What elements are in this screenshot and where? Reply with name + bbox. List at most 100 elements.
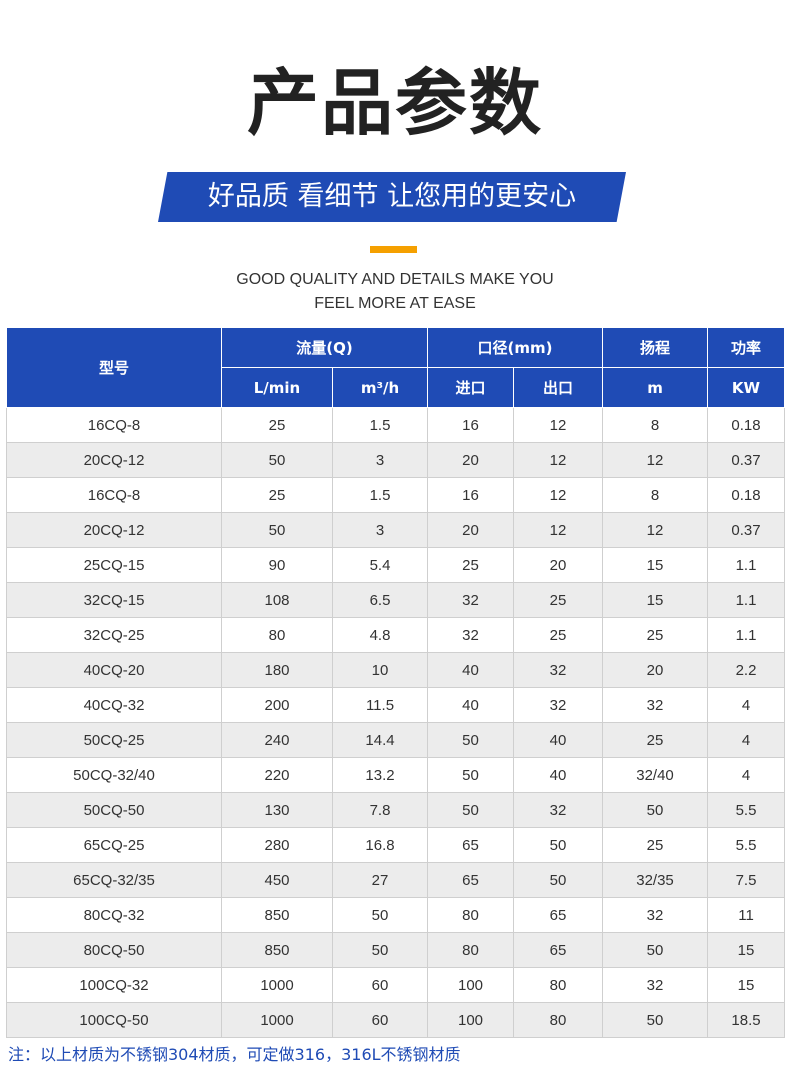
cell-head: 8 xyxy=(602,407,709,443)
cell-model: 40CQ-20 xyxy=(6,652,222,688)
cell-flow-m3h: 3 xyxy=(332,512,428,548)
table-row: 50CQ-50 130 7.8 50 32 50 5.5 xyxy=(6,792,786,828)
cell-outlet: 65 xyxy=(512,932,604,968)
cell-flow-m3h: 50 xyxy=(332,897,428,933)
header-flow-lmin: L/min xyxy=(221,367,333,408)
cell-head: 15 xyxy=(602,547,709,583)
cell-flow-m3h: 5.4 xyxy=(332,547,428,583)
cell-model: 100CQ-32 xyxy=(6,967,222,1003)
header-head-unit: m xyxy=(602,367,709,408)
cell-outlet: 50 xyxy=(512,827,604,863)
cell-outlet: 65 xyxy=(512,897,604,933)
cell-head: 32 xyxy=(602,967,709,1003)
cell-inlet: 80 xyxy=(427,897,514,933)
header-model: 型号 xyxy=(6,327,222,408)
cell-flow-lmin: 25 xyxy=(221,407,333,443)
cell-flow-lmin: 80 xyxy=(221,617,333,653)
product-parameters-table: 型号 流量(Q) 口径(mm) 扬程 功率 L/min m³/h 进口 出口 m… xyxy=(6,327,786,1038)
banner-background xyxy=(158,172,626,222)
cell-head: 32/35 xyxy=(602,862,709,898)
table-row: 50CQ-25 240 14.4 50 40 25 4 xyxy=(6,722,786,758)
subtitle-line-2: FEEL MORE AT EASE xyxy=(314,295,476,312)
cell-power: 4 xyxy=(707,687,786,723)
cell-flow-m3h: 50 xyxy=(332,932,428,968)
cell-inlet: 32 xyxy=(427,582,514,618)
table-row: 40CQ-20 180 10 40 32 20 2.2 xyxy=(6,652,786,688)
cell-outlet: 40 xyxy=(512,757,604,793)
cell-outlet: 50 xyxy=(512,862,604,898)
cell-flow-lmin: 50 xyxy=(221,512,333,548)
cell-flow-lmin: 200 xyxy=(221,687,333,723)
header-diameter: 口径(mm) xyxy=(426,327,604,368)
cell-outlet: 32 xyxy=(512,687,604,723)
cell-flow-m3h: 60 xyxy=(332,1002,428,1038)
table-row: 50CQ-32/40 220 13.2 50 40 32/40 4 xyxy=(6,757,786,793)
cell-head: 32 xyxy=(602,897,709,933)
table-row: 20CQ-12 50 3 20 12 12 0.37 xyxy=(6,442,786,478)
cell-power: 7.5 xyxy=(707,862,786,898)
cell-flow-lmin: 108 xyxy=(221,582,333,618)
cell-head: 25 xyxy=(602,827,709,863)
cell-power: 4 xyxy=(707,722,786,758)
cell-model: 16CQ-8 xyxy=(6,407,222,443)
cell-head: 25 xyxy=(602,722,709,758)
cell-model: 50CQ-32/40 xyxy=(6,757,222,793)
table-row: 40CQ-32 200 11.5 40 32 32 4 xyxy=(6,687,786,723)
cell-model: 32CQ-15 xyxy=(6,582,222,618)
cell-power: 18.5 xyxy=(707,1002,786,1038)
cell-flow-lmin: 450 xyxy=(221,862,333,898)
cell-flow-lmin: 220 xyxy=(221,757,333,793)
cell-flow-lmin: 130 xyxy=(221,792,333,828)
cell-model: 16CQ-8 xyxy=(6,477,222,513)
subtitle-line-1: GOOD QUALITY AND DETAILS MAKE YOU xyxy=(236,271,554,288)
cell-flow-lmin: 1000 xyxy=(221,1002,333,1038)
cell-power: 0.18 xyxy=(707,477,786,513)
cell-flow-m3h: 27 xyxy=(332,862,428,898)
cell-power: 5.5 xyxy=(707,827,786,863)
cell-flow-m3h: 60 xyxy=(332,967,428,1003)
header-outlet: 出口 xyxy=(512,367,604,408)
cell-flow-lmin: 90 xyxy=(221,547,333,583)
cell-inlet: 20 xyxy=(427,512,514,548)
cell-head: 12 xyxy=(602,512,709,548)
cell-outlet: 25 xyxy=(512,617,604,653)
cell-head: 50 xyxy=(602,1002,709,1038)
slogan-banner: 好品质 看细节 让您用的更安心 xyxy=(158,172,626,222)
header-flow: 流量(Q) xyxy=(221,327,428,368)
cell-flow-lmin: 25 xyxy=(221,477,333,513)
cell-inlet: 40 xyxy=(427,652,514,688)
cell-head: 50 xyxy=(602,792,709,828)
cell-outlet: 32 xyxy=(512,792,604,828)
material-note: 注：以上材质为不锈钢304材质，可定做316，316L不锈钢材质 xyxy=(8,1045,461,1064)
cell-flow-m3h: 10 xyxy=(332,652,428,688)
cell-head: 8 xyxy=(602,477,709,513)
page-title: 产品参数 xyxy=(246,61,543,145)
cell-head: 25 xyxy=(602,617,709,653)
cell-flow-m3h: 14.4 xyxy=(332,722,428,758)
header-power: 功率 xyxy=(707,327,786,368)
cell-model: 40CQ-32 xyxy=(6,687,222,723)
table-row: 16CQ-8 25 1.5 16 12 8 0.18 xyxy=(6,477,786,513)
cell-outlet: 12 xyxy=(512,512,604,548)
cell-flow-lmin: 850 xyxy=(221,897,333,933)
cell-model: 25CQ-15 xyxy=(6,547,222,583)
cell-inlet: 100 xyxy=(427,1002,514,1038)
cell-inlet: 100 xyxy=(427,967,514,1003)
cell-head: 15 xyxy=(602,582,709,618)
table-row: 80CQ-50 850 50 80 65 50 15 xyxy=(6,932,786,968)
table-row: 100CQ-50 1000 60 100 80 50 18.5 xyxy=(6,1002,786,1038)
cell-flow-lmin: 240 xyxy=(221,722,333,758)
table-row: 65CQ-32/35 450 27 65 50 32/35 7.5 xyxy=(6,862,786,898)
cell-model: 20CQ-12 xyxy=(6,442,222,478)
cell-outlet: 80 xyxy=(512,1002,604,1038)
cell-outlet: 12 xyxy=(512,477,604,513)
cell-flow-lmin: 1000 xyxy=(221,967,333,1003)
cell-power: 0.18 xyxy=(707,407,786,443)
cell-outlet: 80 xyxy=(512,967,604,1003)
cell-inlet: 50 xyxy=(427,757,514,793)
cell-inlet: 50 xyxy=(427,722,514,758)
cell-model: 50CQ-50 xyxy=(6,792,222,828)
cell-flow-lmin: 280 xyxy=(221,827,333,863)
cell-flow-m3h: 1.5 xyxy=(332,407,428,443)
cell-inlet: 32 xyxy=(427,617,514,653)
